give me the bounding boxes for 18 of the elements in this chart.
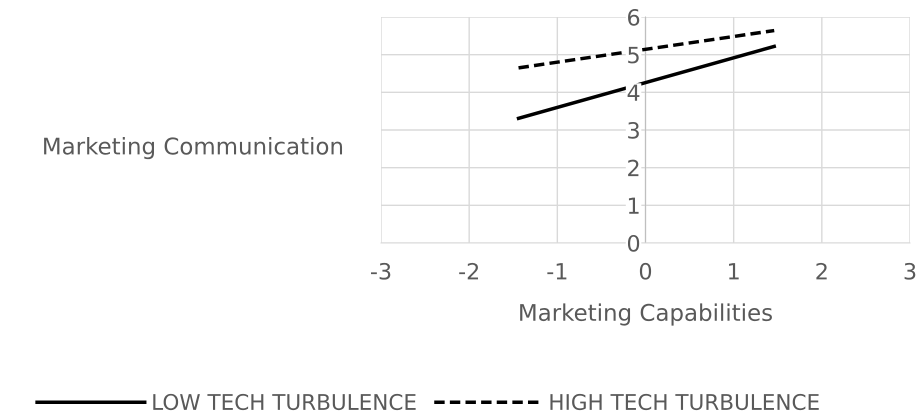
x-tick-label: 1 bbox=[729, 263, 739, 280]
y-tick-label: 2 bbox=[628, 160, 638, 176]
x-tick-label: -2 bbox=[459, 262, 478, 280]
x-tick-label: -1 bbox=[547, 263, 566, 280]
y-tick-label: 6 bbox=[628, 8, 640, 26]
legend-label: LOW TECH TURBULENCE bbox=[153, 394, 416, 410]
y-axis-title: Marketing Communication bbox=[44, 136, 342, 160]
y-tick-label: 0 bbox=[628, 234, 640, 252]
legend-label: HIGH TECH TURBULENCE bbox=[550, 394, 819, 410]
x-tick-label: 3 bbox=[904, 262, 916, 280]
y-tick-label: 5 bbox=[628, 46, 639, 64]
x-tick-label: 2 bbox=[816, 262, 827, 280]
x-tick-label: 0 bbox=[640, 262, 652, 280]
y-tick-label: 3 bbox=[628, 122, 639, 139]
x-axis-title: Marketing Capabilities bbox=[520, 303, 772, 326]
x-tick-label: -3 bbox=[371, 262, 390, 280]
y-tick-label: 4 bbox=[628, 84, 640, 101]
y-tick-label: 1 bbox=[628, 198, 639, 214]
